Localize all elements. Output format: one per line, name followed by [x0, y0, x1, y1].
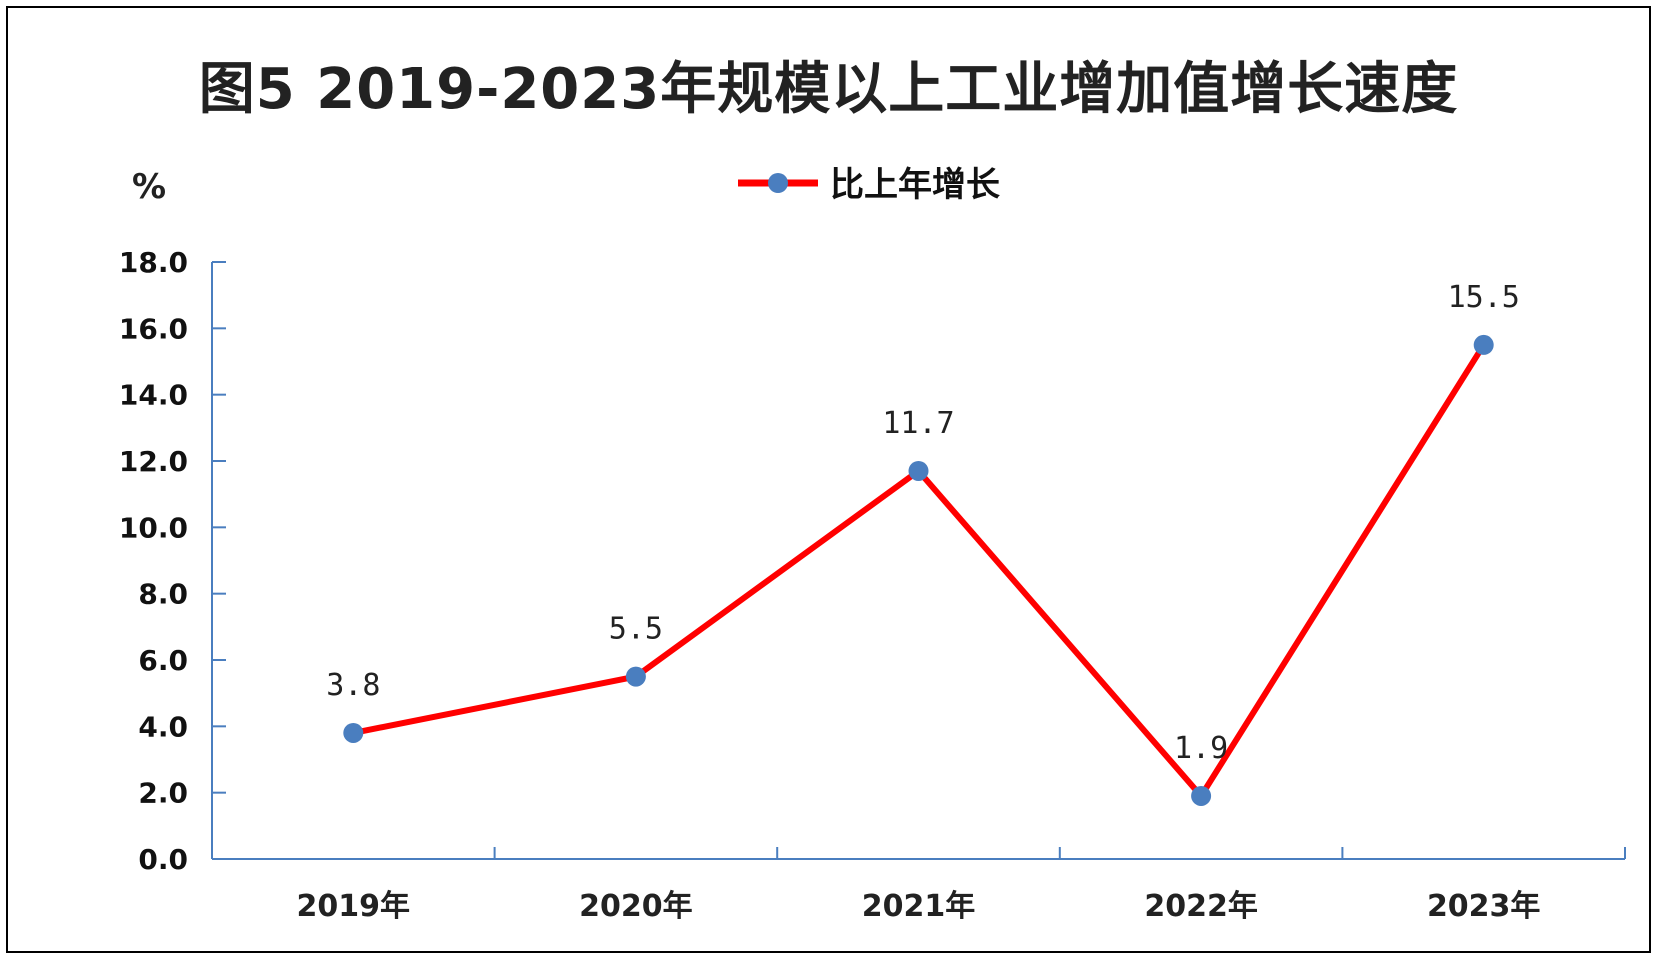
- x-category-label: 2019年: [297, 889, 411, 924]
- legend: 比上年增长: [738, 165, 1000, 205]
- legend-marker-swatch: [768, 173, 788, 193]
- data-label: 5.5: [609, 612, 663, 647]
- y-tick-label: 6.0: [138, 644, 188, 677]
- x-category-labels: 2019年 2020年 2021年 2022年 2023年: [297, 889, 1541, 924]
- data-point-marker: [1191, 785, 1212, 806]
- data-label: 11.7: [882, 406, 954, 441]
- data-point-marker: [1473, 334, 1494, 355]
- y-axis-unit-label: %: [132, 167, 166, 207]
- x-category-label: 2023年: [1427, 889, 1541, 924]
- data-markers: [343, 334, 1494, 806]
- x-category-label: 2021年: [862, 889, 976, 924]
- x-category-label: 2022年: [1144, 889, 1258, 924]
- data-point-marker: [343, 722, 364, 743]
- y-tick-label: 12.0: [119, 445, 188, 478]
- y-tick-label: 2.0: [138, 777, 188, 810]
- y-tick-label: 18.0: [119, 246, 188, 279]
- y-tick-label: 0.0: [138, 843, 188, 876]
- data-label: 15.5: [1448, 280, 1520, 315]
- data-label: 3.8: [326, 668, 380, 703]
- y-tick-label: 10.0: [119, 511, 188, 544]
- chart-frame: [6, 6, 1651, 953]
- x-category-label: 2020年: [579, 889, 693, 924]
- data-point-marker: [625, 666, 646, 687]
- axes: [211, 261, 1626, 860]
- y-tick-label: 8.0: [138, 578, 188, 611]
- data-point-marker: [908, 460, 929, 481]
- y-tick-label: 16.0: [119, 312, 188, 345]
- y-tick-labels: 0.0 2.0 4.0 6.0 8.0 10.0 12.0 14.0 16.0 18.0: [119, 246, 188, 876]
- data-labels: 3.8 5.5 11.7 1.9 15.5: [326, 280, 1520, 766]
- y-tick-label: 14.0: [119, 379, 188, 412]
- y-tick-label: 4.0: [138, 710, 188, 743]
- data-label: 1.9: [1174, 731, 1228, 766]
- chart-title: 图5 2019-2023年规模以上工业增加值增长速度: [198, 57, 1459, 122]
- legend-label: 比上年增长: [830, 165, 1000, 205]
